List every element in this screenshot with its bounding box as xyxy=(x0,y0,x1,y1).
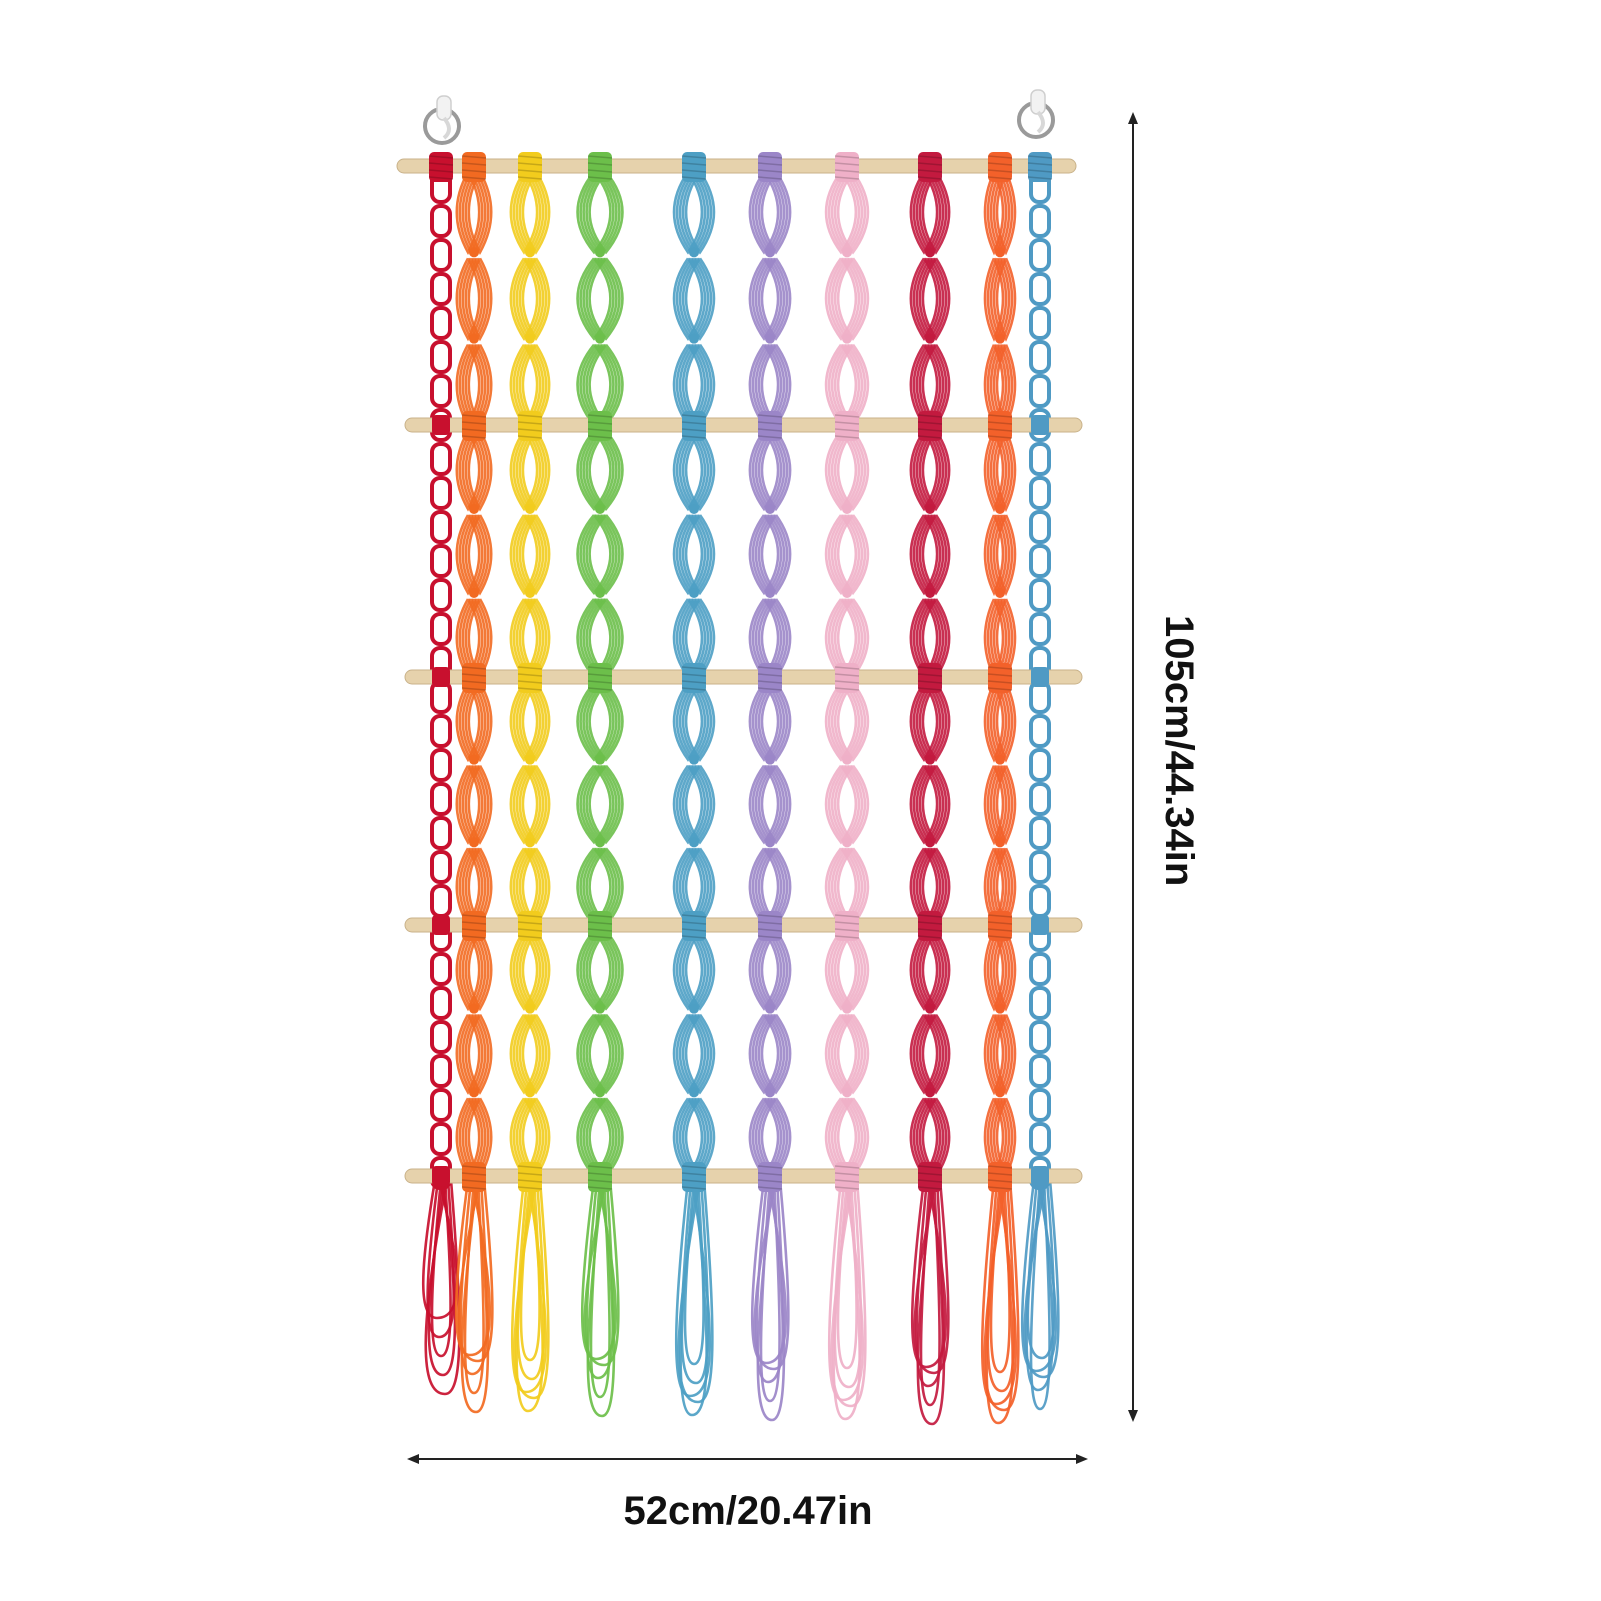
side-chain-cord xyxy=(1029,170,1051,1190)
net-cord-column xyxy=(983,171,1017,430)
wooden-dowel xyxy=(396,152,1077,182)
net-cord-column xyxy=(576,930,624,1181)
hanging-loops xyxy=(1020,1179,1060,1411)
wooden-dowel xyxy=(404,411,1083,441)
net-cord-column xyxy=(824,171,870,430)
net-cord-column xyxy=(983,682,1017,930)
net-cord-column xyxy=(672,171,716,430)
net-cord-column xyxy=(509,430,551,682)
hanging-loops xyxy=(674,1179,714,1417)
hanging-loops xyxy=(580,1179,620,1418)
net-cord-column xyxy=(672,930,716,1181)
hanging-loops xyxy=(910,1179,950,1426)
height-label: 105cm/44.34in xyxy=(1157,615,1201,886)
net-cord-column xyxy=(455,930,493,1181)
net-cord-column xyxy=(909,682,951,930)
wall-hook xyxy=(423,95,461,145)
net-cord-column xyxy=(576,430,624,682)
net-cord-column xyxy=(509,171,551,430)
net-cord-column xyxy=(748,930,792,1181)
net-cord-column xyxy=(509,682,551,930)
net-cord-column xyxy=(672,682,716,930)
net-cord-column xyxy=(455,171,493,430)
wooden-dowels xyxy=(396,152,1083,1192)
net-cord-column xyxy=(824,430,870,682)
net-cord-column xyxy=(983,430,1017,682)
hanging-loops xyxy=(454,1179,494,1414)
width-dimension-arrow xyxy=(407,1454,1088,1464)
net-cord-column xyxy=(509,930,551,1181)
net-cord-column xyxy=(672,430,716,682)
net-cord-column xyxy=(455,430,493,682)
hanging-loops xyxy=(980,1179,1020,1425)
net-cord-column xyxy=(824,682,870,930)
net-cord-column xyxy=(748,430,792,682)
wooden-dowel xyxy=(404,663,1083,693)
hanging-loops xyxy=(510,1179,550,1413)
net-cord-column xyxy=(909,930,951,1181)
net-cord-column xyxy=(455,682,493,930)
net-cord-column xyxy=(909,171,951,430)
wall-hook xyxy=(1017,89,1055,139)
wall-hooks xyxy=(423,89,1055,145)
net-cord-column xyxy=(748,682,792,930)
height-dimension-arrow xyxy=(1128,112,1138,1422)
hanging-loops xyxy=(750,1179,790,1422)
width-label: 52cm/20.47in xyxy=(623,1489,872,1533)
wooden-dowel xyxy=(404,911,1083,941)
net-cord-column xyxy=(576,682,624,930)
net-cord-column xyxy=(576,171,624,430)
macrame-net xyxy=(421,170,1060,1426)
net-cord-column xyxy=(748,171,792,430)
net-cord-column xyxy=(824,930,870,1181)
hanging-loops xyxy=(827,1179,867,1421)
net-cord-column xyxy=(983,930,1017,1181)
wooden-dowel xyxy=(404,1162,1083,1192)
hanging-loops xyxy=(421,1179,461,1396)
net-cord-column xyxy=(909,430,951,682)
